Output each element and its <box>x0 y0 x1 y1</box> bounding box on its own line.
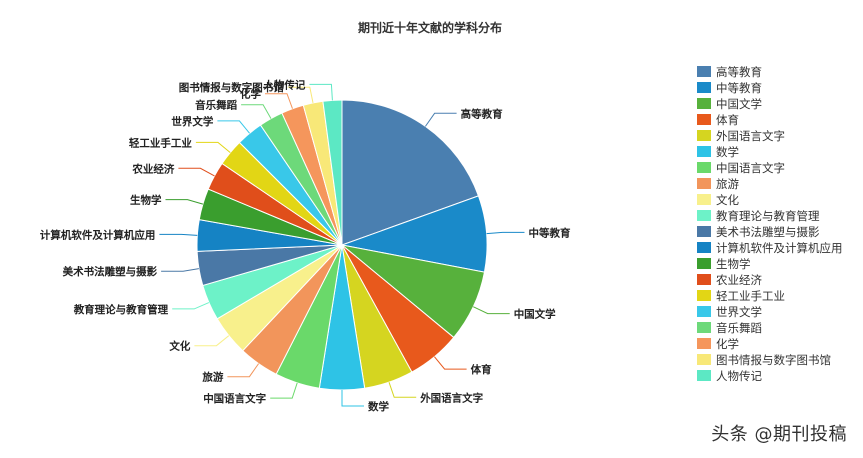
legend-label: 文化 <box>716 193 739 207</box>
chart-title: 期刊近十年文献的学科分布 <box>358 20 502 35</box>
slice-label: 人物传记 <box>263 78 305 91</box>
leader-line <box>424 112 457 127</box>
pie-slices <box>196 99 488 391</box>
leader-lines <box>159 83 525 407</box>
legend-label: 旅游 <box>716 177 739 191</box>
legend-label: 高等教育 <box>716 65 762 79</box>
legend-label: 生物学 <box>716 257 751 271</box>
legend-swatch <box>697 98 711 109</box>
legend-swatch <box>697 162 711 173</box>
slice-label: 美术书法雕塑与摄影 <box>63 265 158 278</box>
leader-line <box>388 382 417 398</box>
legend-swatch <box>697 242 711 253</box>
slice-label: 体育 <box>471 363 492 376</box>
legend-label: 中国文学 <box>716 97 762 111</box>
leader-line <box>287 86 314 103</box>
slice-label: 旅游 <box>202 371 223 384</box>
leader-line <box>195 141 231 153</box>
slice-label: 高等教育 <box>461 107 503 120</box>
legend-label: 中等教育 <box>716 81 762 95</box>
legend-label: 图书情报与数字图书馆 <box>716 353 831 367</box>
slice-label: 计算机软件及计算机应用 <box>40 228 156 241</box>
slice-label: 音乐舞蹈 <box>195 99 237 112</box>
legend-swatch <box>697 290 711 301</box>
legend-swatch <box>697 370 711 381</box>
watermark: 头条 @期刊投稿 <box>711 424 847 445</box>
legend-swatch <box>697 274 711 285</box>
leader-line <box>486 231 525 235</box>
legend-label: 人物传记 <box>716 369 762 383</box>
leader-line <box>178 167 215 177</box>
slice-label: 世界文学 <box>171 115 213 128</box>
leader-line <box>161 268 199 272</box>
slice-label: 中等教育 <box>529 226 571 239</box>
leader-line <box>270 382 298 399</box>
legend: 高等教育中等教育中国文学体育外国语言文字数学中国语言文字旅游文化教育理论与教育管… <box>697 65 843 383</box>
leader-line <box>159 233 198 236</box>
slice-label: 数学 <box>367 400 389 413</box>
slice-label: 轻工业手工业 <box>129 136 192 149</box>
leader-line <box>341 390 364 407</box>
slice-label: 生物学 <box>130 194 162 207</box>
legend-swatch <box>697 66 711 77</box>
legend-swatch <box>697 82 711 93</box>
legend-label: 音乐舞蹈 <box>716 321 762 335</box>
legend-swatch <box>697 226 711 237</box>
legend-swatch <box>697 130 711 141</box>
legend-label: 化学 <box>716 337 739 351</box>
slice-label: 中国文学 <box>514 308 556 321</box>
legend-label: 世界文学 <box>716 305 762 319</box>
pie-slice <box>322 99 343 246</box>
legend-label: 数学 <box>716 145 739 159</box>
legend-label: 轻工业手工业 <box>716 289 785 303</box>
legend-label: 体育 <box>716 113 739 127</box>
legend-swatch <box>697 306 711 317</box>
leader-line <box>194 335 230 347</box>
slice-label: 图书情报与数字图书馆 <box>179 81 284 94</box>
leader-line <box>227 363 260 378</box>
slice-label: 教育理论与教育管理 <box>73 303 169 316</box>
legend-swatch <box>697 178 711 189</box>
legend-swatch <box>697 322 711 333</box>
leader-line <box>309 83 333 101</box>
legend-label: 美术书法雕塑与摄影 <box>716 225 820 239</box>
legend-swatch <box>697 210 711 221</box>
slice-label: 化学 <box>240 88 261 101</box>
legend-label: 农业经济 <box>716 273 762 287</box>
legend-swatch <box>697 354 711 365</box>
leader-line <box>217 120 250 134</box>
legend-label: 中国语言文字 <box>716 161 785 175</box>
leader-line <box>265 93 293 109</box>
legend-label: 教育理论与教育管理 <box>716 209 820 223</box>
legend-swatch <box>697 194 711 205</box>
slice-label: 农业经济 <box>131 162 174 175</box>
legend-swatch <box>697 258 711 269</box>
leader-line <box>472 306 510 315</box>
leader-line <box>241 104 272 119</box>
legend-label: 计算机软件及计算机应用 <box>716 241 843 255</box>
slice-label: 中国语言文字 <box>203 392 266 405</box>
leader-line <box>172 302 210 310</box>
legend-swatch <box>697 114 711 125</box>
legend-swatch <box>697 338 711 349</box>
slice-label: 外国语言文字 <box>419 391 483 404</box>
legend-swatch <box>697 146 711 157</box>
slice-label: 文化 <box>168 340 190 353</box>
leader-line <box>434 356 467 370</box>
legend-label: 外国语言文字 <box>716 129 785 143</box>
leader-line <box>165 199 204 205</box>
